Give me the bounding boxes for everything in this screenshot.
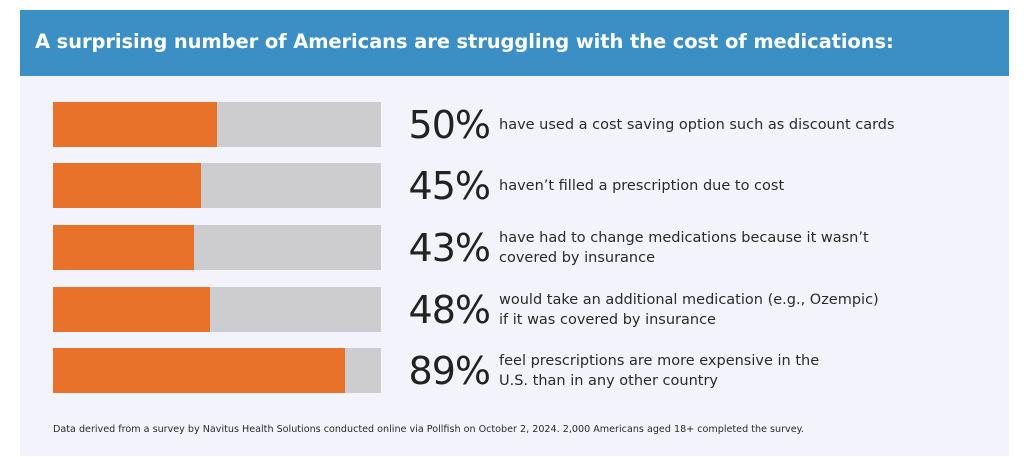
value-label: 50%	[408, 103, 491, 147]
value-label: 43%	[408, 226, 491, 270]
category-label-line: if it was covered by insurance	[499, 312, 716, 328]
category-label-line: covered by insurance	[499, 250, 656, 266]
bar-fill	[53, 225, 195, 270]
category-label: haven’t filled a prescription due to cos…	[499, 163, 979, 209]
bar-row: 89% feel prescriptions are more expensive…	[0, 348, 1024, 394]
value-label: 48%	[408, 288, 491, 332]
category-label-line: feel prescriptions are more expensive in…	[499, 353, 820, 369]
category-label: have had to change medications because i…	[499, 225, 979, 271]
category-label: would take an additional medication (e.g…	[499, 287, 979, 333]
bar-track	[53, 287, 381, 332]
bar-row: 48% would take an additional medication (…	[0, 287, 1024, 333]
chart-title: A surprising number of Americans are str…	[35, 30, 894, 53]
category-label: have used a cost saving option such as d…	[499, 102, 979, 148]
bar-track	[53, 225, 381, 270]
bar-fill	[53, 287, 211, 332]
category-label-line: have used a cost saving option such as d…	[499, 117, 895, 133]
value-label: 89%	[408, 349, 491, 393]
value-label: 45%	[408, 164, 491, 208]
category-label-line: would take an additional medication (e.g…	[499, 292, 879, 308]
bar-track	[53, 163, 381, 208]
category-label-line: have had to change medications because i…	[499, 230, 869, 246]
footnote: Data derived from a survey by Navitus He…	[53, 424, 804, 435]
bar-track	[53, 102, 381, 147]
bar-row: 43% have had to change medications becaus…	[0, 225, 1024, 271]
bar-fill	[53, 348, 345, 393]
category-label: feel prescriptions are more expensive in…	[499, 348, 979, 394]
bar-fill	[53, 163, 201, 208]
bar-row: 45% haven’t filled a prescription due to …	[0, 163, 1024, 209]
header-banner	[20, 10, 1009, 76]
category-label-line: haven’t filled a prescription due to cos…	[499, 178, 785, 194]
bar-row: 50% have used a cost saving option such a…	[0, 102, 1024, 148]
category-label-line: U.S. than in any other country	[499, 373, 718, 389]
bar-track	[53, 348, 381, 393]
bar-fill	[53, 102, 217, 147]
